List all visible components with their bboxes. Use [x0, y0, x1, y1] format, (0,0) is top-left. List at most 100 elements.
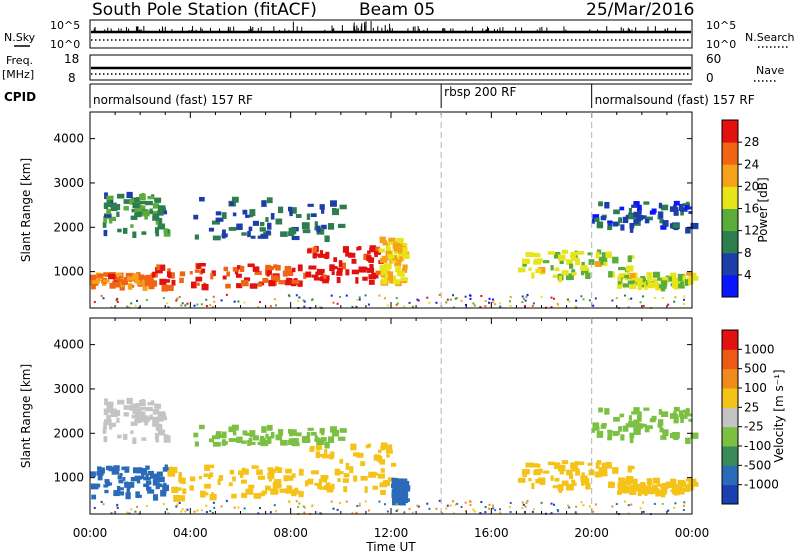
heatmap-cell [446, 504, 449, 507]
heatmap-cell [621, 483, 627, 490]
heatmap-cell [233, 506, 236, 509]
heatmap-cell [380, 270, 385, 276]
y-tick-label: 1000 [53, 265, 84, 279]
heatmap-cell [259, 221, 265, 227]
heatmap-cell [488, 301, 491, 304]
velocity-axes: 1000 2000 3000 4000 [53, 318, 693, 514]
heatmap-cell [102, 221, 107, 228]
heatmap-cell [155, 435, 160, 443]
colorbar-tick-label: 16 [744, 202, 759, 216]
heatmap-cell [398, 499, 405, 505]
heatmap-cell [521, 301, 524, 304]
heatmap-cell [401, 483, 409, 491]
heatmap-cell [336, 508, 339, 511]
heatmap-cell [303, 272, 307, 279]
heatmap-cell [259, 227, 266, 232]
heatmap-cell [194, 234, 199, 240]
colorbar-tick-label: -100 [744, 439, 771, 453]
heatmap-cell [152, 421, 160, 427]
heatmap-cell [386, 454, 390, 458]
heatmap-cell [291, 235, 300, 241]
heatmap-cell [553, 297, 556, 300]
heatmap-cell [336, 271, 343, 276]
heatmap-cell [570, 251, 578, 256]
heatmap-cell [116, 211, 120, 217]
heatmap-cell [157, 415, 164, 422]
heatmap-cell [550, 475, 554, 481]
heatmap-cell [199, 262, 206, 267]
heatmap-cell [274, 510, 277, 513]
heatmap-cell [105, 482, 113, 486]
heatmap-cell [452, 512, 455, 515]
heatmap-cell [147, 195, 155, 200]
heatmap-cell [494, 303, 497, 306]
heatmap-cell [622, 480, 629, 485]
heatmap-cell [291, 280, 300, 284]
heatmap-cell [557, 510, 560, 513]
heatmap-cell [556, 508, 559, 511]
heatmap-cell [268, 471, 275, 479]
heatmap-cell [319, 204, 325, 210]
heatmap-cell [180, 510, 183, 513]
heatmap-cell [683, 295, 686, 298]
heatmap-cell [207, 464, 215, 469]
colorbar-swatch [722, 465, 738, 486]
y-tick-label: 2000 [53, 220, 84, 234]
heatmap-cell [195, 282, 200, 286]
heatmap-cell [332, 301, 335, 304]
heatmap-cell [670, 478, 677, 485]
heatmap-cell [683, 501, 686, 504]
heatmap-cell [280, 231, 288, 237]
heatmap-cell [454, 503, 457, 506]
heatmap-cell [598, 201, 603, 207]
heatmap-cell [259, 438, 266, 443]
heatmap-cell [152, 479, 158, 486]
heatmap-cell [620, 224, 625, 231]
heatmap-cell [509, 501, 512, 504]
heatmap-cell [561, 249, 569, 254]
heatmap-cell [662, 429, 669, 437]
heatmap-cell [319, 250, 324, 256]
heatmap-cell [550, 502, 553, 505]
velocity-panel: 1000 2000 3000 4000 Slant Range [km] 1000 50… [19, 317, 786, 516]
heatmap-cell [337, 223, 346, 229]
heatmap-cell [298, 502, 301, 505]
heatmap-cell [393, 249, 400, 255]
heatmap-cell [658, 212, 663, 219]
heatmap-cell [339, 204, 347, 210]
heatmap-cell [553, 251, 561, 259]
heatmap-cell [585, 272, 591, 280]
heatmap-cell [109, 423, 113, 430]
heatmap-cell [215, 211, 222, 216]
heatmap-cell [521, 507, 524, 510]
heatmap-cell [632, 280, 640, 286]
heatmap-cell [594, 426, 600, 431]
heatmap-cell [401, 267, 408, 273]
heatmap-cell [571, 479, 576, 484]
heatmap-cell [452, 306, 455, 309]
heatmap-cell [374, 253, 378, 258]
heatmap-cell [647, 282, 655, 289]
heatmap-cell [598, 407, 603, 413]
heatmap-cell [644, 284, 648, 291]
heatmap-cell [96, 273, 104, 278]
heatmap-cell [268, 468, 274, 473]
heatmap-cell [657, 483, 665, 487]
heatmap-cell [484, 305, 487, 308]
heatmap-cell [162, 484, 170, 492]
heatmap-cell [575, 299, 578, 302]
heatmap-cell [288, 278, 293, 283]
heatmap-cell [387, 477, 395, 482]
heatmap-cell [356, 298, 359, 301]
heatmap-cell [369, 263, 374, 269]
heatmap-cell [380, 489, 386, 496]
heatmap-cell [266, 268, 272, 275]
heatmap-cell [540, 295, 543, 298]
heatmap-cell [402, 495, 407, 502]
heatmap-cell [630, 297, 633, 300]
heatmap-cell [205, 465, 210, 471]
heatmap-cell [509, 295, 512, 298]
heatmap-cell [386, 273, 394, 281]
heatmap-cell [534, 253, 541, 258]
heatmap-cell [594, 471, 602, 478]
